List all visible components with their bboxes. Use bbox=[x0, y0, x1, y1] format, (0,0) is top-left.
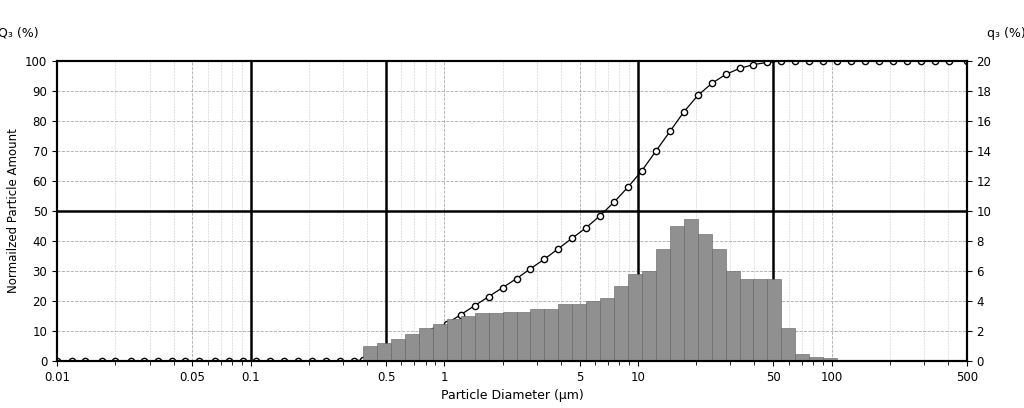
Bar bbox=[600, 298, 614, 361]
Bar bbox=[628, 274, 642, 361]
Bar bbox=[488, 313, 503, 361]
Bar bbox=[614, 286, 628, 361]
Bar bbox=[837, 360, 851, 361]
Bar bbox=[796, 354, 809, 361]
Bar bbox=[475, 313, 488, 361]
Bar bbox=[656, 248, 670, 361]
X-axis label: Particle Diameter (μm): Particle Diameter (μm) bbox=[440, 390, 584, 402]
Bar bbox=[391, 339, 404, 361]
Bar bbox=[712, 248, 726, 361]
Bar bbox=[433, 324, 446, 361]
Bar bbox=[726, 271, 739, 361]
Bar bbox=[377, 343, 391, 361]
Bar bbox=[754, 279, 767, 361]
Bar bbox=[739, 279, 754, 361]
Bar bbox=[684, 219, 697, 361]
Bar bbox=[362, 346, 377, 361]
Bar bbox=[572, 304, 587, 361]
Bar bbox=[851, 360, 865, 361]
Bar bbox=[516, 312, 530, 361]
Bar bbox=[809, 357, 823, 361]
Bar bbox=[446, 319, 461, 361]
Bar bbox=[642, 271, 656, 361]
Bar bbox=[697, 233, 712, 361]
Text: Q₃ (%): Q₃ (%) bbox=[0, 27, 39, 40]
Bar bbox=[670, 226, 684, 361]
Bar bbox=[823, 358, 837, 361]
Bar bbox=[503, 312, 516, 361]
Bar bbox=[781, 328, 796, 361]
Bar bbox=[558, 304, 572, 361]
Y-axis label: Normailzed Particle Amount: Normailzed Particle Amount bbox=[6, 129, 19, 293]
Bar bbox=[404, 334, 419, 361]
Bar bbox=[461, 316, 475, 361]
Text: q₃ (%): q₃ (%) bbox=[987, 27, 1024, 40]
Bar bbox=[587, 301, 600, 361]
Bar bbox=[545, 308, 558, 361]
Bar bbox=[530, 308, 545, 361]
Bar bbox=[419, 328, 433, 361]
Bar bbox=[767, 279, 781, 361]
